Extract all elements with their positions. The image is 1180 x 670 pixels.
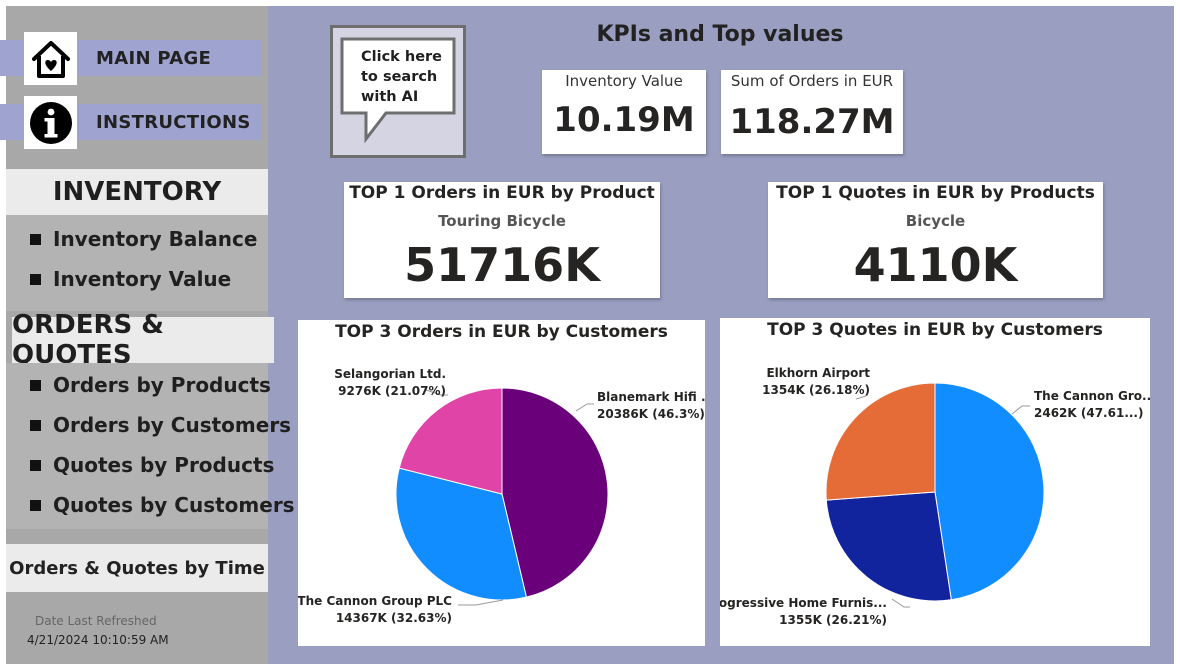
pie-slice[interactable] bbox=[398, 387, 503, 495]
pie-slice[interactable] bbox=[825, 491, 952, 602]
card-caption: Inventory Value bbox=[565, 72, 683, 90]
menu-item-label: Quotes by Products bbox=[53, 453, 275, 477]
ai-button-line1: Click here bbox=[361, 49, 442, 65]
pie-slice[interactable] bbox=[934, 382, 1045, 601]
pie-chart-svg: The Cannon Gro... 2462K (47.61...) Progres… bbox=[720, 366, 1150, 627]
instructions-button[interactable]: INSTRUCTIONS bbox=[0, 96, 262, 149]
orders-quotes-menu: Orders by Products Orders by Customers Q… bbox=[6, 363, 295, 529]
card-caption: TOP 1 Orders in EUR by Product bbox=[349, 183, 655, 203]
card-value: 10.19M bbox=[553, 100, 695, 140]
pie-slice[interactable] bbox=[825, 382, 936, 501]
card-caption: TOP 1 Quotes in EUR by Products bbox=[776, 183, 1095, 203]
slice-label: Progressive Home Furnis... bbox=[720, 596, 887, 610]
card-product: Touring Bicycle bbox=[438, 212, 566, 230]
bullet-icon bbox=[30, 273, 41, 285]
menu-item-label: Orders by Products bbox=[53, 373, 271, 397]
slice-label: The Cannon Group PLC bbox=[298, 594, 452, 608]
menu-item-label: Orders by Customers bbox=[53, 413, 292, 437]
chart-title: TOP 3 Orders in EUR by Customers bbox=[335, 322, 668, 342]
refresh-timestamp: 4/21/2024 10:10:59 AM bbox=[27, 633, 169, 647]
slice-value-label: 2462K (47.61...) bbox=[1034, 406, 1143, 420]
leader-line bbox=[458, 599, 504, 606]
leader-line bbox=[575, 403, 594, 412]
menu-item-label: Inventory Balance bbox=[53, 227, 258, 251]
orders-quotes-by-time-button[interactable]: Orders & Quotes by Time bbox=[6, 544, 268, 592]
card-product: Bicycle bbox=[905, 212, 966, 230]
inventory-section-title: INVENTORY bbox=[6, 169, 268, 215]
menu-item-label: Inventory Value bbox=[53, 267, 232, 291]
bullet-icon bbox=[30, 419, 41, 431]
sum-orders-card: Sum of Orders in EUR 118.27M bbox=[721, 70, 903, 154]
orders-by-customers-pie-chart: TOP 3 Orders in EUR by Customers Blanema… bbox=[298, 320, 705, 646]
slice-value-label: 9276K (21.07%) bbox=[338, 384, 446, 398]
pie-chart-svg: Blanemark Hifi ... 20386K (46.3%) The Cann… bbox=[298, 367, 705, 625]
main-page-label: MAIN PAGE bbox=[96, 48, 212, 69]
main-page-button[interactable]: MAIN PAGE bbox=[0, 32, 262, 85]
search-with-ai-button[interactable]: Click here to search with AI bbox=[330, 25, 466, 158]
menu-item-quotes-by-products[interactable]: Quotes by Products bbox=[30, 453, 274, 477]
leader-line bbox=[891, 598, 910, 608]
chart-title: TOP 3 Quotes in EUR by Customers bbox=[767, 320, 1103, 340]
speech-bubble-icon: Click here to search with AI bbox=[340, 37, 456, 144]
menu-item-quotes-by-customers[interactable]: Quotes by Customers bbox=[30, 493, 295, 517]
quotes-by-customers-pie-chart: TOP 3 Quotes in EUR by Customers The Can… bbox=[720, 318, 1150, 646]
bullet-icon bbox=[30, 459, 41, 471]
inventory-menu: Inventory Balance Inventory Value bbox=[6, 215, 268, 311]
bullet-icon bbox=[30, 233, 41, 245]
orders-quotes-section-title: ORDERS & QUOTES bbox=[12, 310, 274, 370]
slice-label: Blanemark Hifi ... bbox=[597, 390, 705, 404]
menu-item-label: Quotes by Customers bbox=[53, 493, 295, 517]
pie-slice[interactable] bbox=[501, 387, 609, 598]
menu-item-inventory-value[interactable]: Inventory Value bbox=[30, 267, 231, 291]
menu-item-inventory-balance[interactable]: Inventory Balance bbox=[30, 227, 257, 251]
leader-line bbox=[1011, 405, 1030, 415]
slice-label: Selangorian Ltd. bbox=[334, 367, 446, 381]
menu-item-orders-by-products[interactable]: Orders by Products bbox=[30, 373, 271, 397]
leader-line bbox=[855, 395, 867, 400]
bullet-icon bbox=[30, 499, 41, 511]
ai-button-line2: to search bbox=[361, 69, 437, 85]
inventory-value-card: Inventory Value 10.19M bbox=[542, 70, 706, 154]
top-quote-product-card: TOP 1 Quotes in EUR by Products Bicycle … bbox=[768, 182, 1103, 298]
slice-label: The Cannon Gro... bbox=[1034, 389, 1150, 403]
menu-item-orders-by-customers[interactable]: Orders by Customers bbox=[30, 413, 291, 437]
leader-line bbox=[425, 389, 448, 396]
slice-value-label: 1355K (26.21%) bbox=[779, 613, 887, 627]
card-caption: Sum of Orders in EUR bbox=[730, 72, 894, 90]
bullet-icon bbox=[30, 379, 41, 391]
refresh-label: Date Last Refreshed bbox=[35, 614, 157, 628]
card-value: 51716K bbox=[404, 238, 600, 292]
slice-value-label: 20386K (46.3%) bbox=[597, 407, 705, 421]
slice-value-label: 1354K (26.18%) bbox=[762, 383, 870, 397]
card-value: 118.27M bbox=[729, 102, 895, 142]
home-icon bbox=[24, 32, 77, 85]
page-title: KPIs and Top values bbox=[596, 22, 844, 47]
top-order-product-card: TOP 1 Orders in EUR by Product Touring B… bbox=[344, 182, 660, 298]
info-icon bbox=[24, 96, 77, 149]
card-value: 4110K bbox=[853, 238, 1018, 292]
slice-label: Elkhorn Airport bbox=[766, 366, 870, 380]
slice-value-label: 14367K (32.63%) bbox=[336, 611, 452, 625]
ai-button-line3: with AI bbox=[361, 89, 418, 105]
instructions-label: INSTRUCTIONS bbox=[96, 112, 251, 133]
